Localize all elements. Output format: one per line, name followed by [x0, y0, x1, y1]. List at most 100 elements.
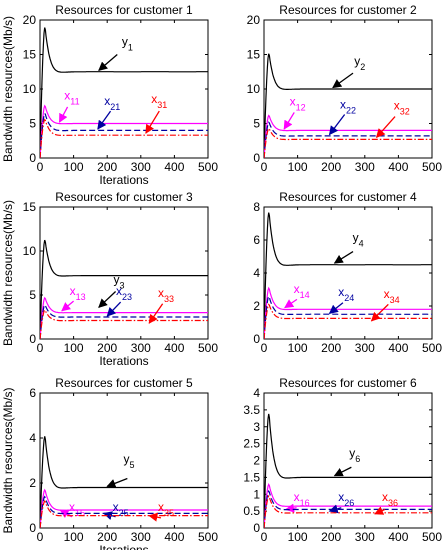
x-tick-label: 200 [321, 530, 341, 544]
y-tick-label: 4 [253, 266, 260, 280]
series-line-x34 [264, 303, 432, 339]
y-tick-label: 1.5 [243, 470, 260, 484]
y-tick-label: 0 [253, 332, 260, 346]
annotation-arrow [375, 116, 396, 138]
series-label: x23 [116, 284, 132, 302]
series-label-sub: 36 [388, 498, 398, 508]
y-tick-label: 10 [23, 244, 37, 258]
x-tick-label: 100 [288, 160, 308, 174]
series-line-x21 [40, 112, 208, 158]
series-label-sub: 1 [128, 43, 133, 53]
annotation-arrow [370, 303, 389, 322]
x-tick-label: 300 [131, 341, 151, 355]
annotation-arrow [328, 114, 346, 136]
series-label-sub: 4 [359, 239, 364, 249]
chart-title: Resources for customer 2 [279, 3, 417, 17]
x-tick-label: 500 [422, 341, 442, 355]
series-line-x14 [264, 286, 432, 339]
x-tick-label: 400 [164, 160, 184, 174]
series-label-main: x [338, 490, 344, 504]
series-label-sub: 31 [157, 100, 167, 110]
series-line-x32 [264, 127, 432, 158]
y-tick-label: 0 [253, 521, 260, 535]
plot-frame [39, 392, 209, 529]
y-tick-label: 0 [253, 151, 260, 165]
series-label: y3 [113, 273, 124, 291]
x-tick-label: 500 [198, 160, 218, 174]
series-label-main: x [151, 92, 157, 106]
x-tick-label: 0 [261, 160, 268, 174]
series-label-main: x [158, 286, 164, 300]
x-tick-label: 0 [261, 530, 268, 544]
series-label-main: x [382, 490, 388, 504]
y-tick-label: 2 [253, 454, 260, 468]
series-line-x13 [40, 296, 208, 339]
series-line-y5 [40, 436, 208, 528]
series-label-main: y [113, 273, 119, 287]
y-tick-label: 5 [253, 117, 260, 131]
annotation-arrow [58, 106, 69, 123]
series-label: x11 [64, 88, 79, 106]
x-tick-label: 200 [321, 341, 341, 355]
series-label-main: x [158, 500, 164, 514]
series-label-main: x [113, 500, 119, 514]
x-tick-label: 200 [97, 530, 117, 544]
x-tick-label: 0 [37, 530, 44, 544]
series-label-sub: 24 [344, 293, 354, 303]
annotation-arrow [106, 301, 122, 317]
series-label: x36 [382, 490, 398, 508]
y-axis-label: Bandwidth resources(Mb/s) [1, 16, 15, 162]
series-line-x25 [40, 495, 208, 528]
x-tick-label: 500 [198, 341, 218, 355]
x-tick-label: 400 [164, 341, 184, 355]
x-tick-label: 400 [388, 341, 408, 355]
x-axis-label: Iterations [99, 173, 148, 187]
series-label: x32 [394, 99, 410, 117]
series-label-sub: 32 [400, 107, 410, 117]
series-label: x14 [294, 282, 310, 300]
x-tick-label: 400 [164, 530, 184, 544]
y-tick-label: 4 [29, 431, 36, 445]
subplot-customer-6: Resources for customer 6 0 100 200 300 400 500… [243, 376, 442, 544]
x-tick-label: 100 [288, 530, 308, 544]
annotation-arrow [332, 72, 354, 89]
series-label-main: y [124, 452, 130, 466]
series-line-x35 [40, 500, 208, 528]
series-label-main: y [353, 231, 359, 245]
x-tick-label: 300 [131, 160, 151, 174]
y-tick-label: 6 [253, 233, 260, 247]
series-label: x31 [151, 92, 167, 110]
series-label: x21 [104, 94, 120, 112]
series-label: y1 [122, 35, 133, 53]
subplot-customer-3: Resources for customer 30 100 200 300 400 500… [1, 190, 218, 368]
y-tick-label: 10 [247, 82, 261, 96]
y-tick-label: 5 [29, 117, 36, 131]
series-line-x22 [264, 121, 432, 158]
subplot-customer-4: Resources for customer 4 0 100 200 300 400 500… [253, 190, 442, 355]
series-label: x26 [338, 490, 354, 508]
x-axis-label: Iterations [99, 354, 148, 368]
series-label: x34 [384, 287, 400, 305]
y-tick-label: 20 [23, 13, 37, 27]
x-axis-label: Iterations [99, 543, 148, 550]
series-label: x13 [70, 284, 86, 302]
x-tick-label: 0 [37, 341, 44, 355]
series-label-sub: 35 [164, 508, 174, 518]
chart-title: Resources for customer 4 [279, 190, 417, 204]
y-tick-label: 2.5 [243, 437, 260, 451]
chart-title: Resources for customer 3 [55, 190, 193, 204]
y-tick-label: 15 [247, 48, 261, 62]
series-line-x24 [264, 294, 432, 339]
annotation-arrow [333, 250, 354, 264]
series-label-main: x [290, 95, 296, 109]
x-tick-label: 500 [422, 160, 442, 174]
series-label-main: y [349, 446, 355, 460]
annotation-arrow [284, 298, 298, 309]
series-label-main: x [384, 287, 390, 301]
x-tick-label: 400 [388, 530, 408, 544]
series-line-x31 [40, 118, 208, 158]
annotation-arrow [328, 504, 342, 514]
series-line-x12 [264, 114, 432, 158]
series-line-y3 [40, 239, 208, 339]
